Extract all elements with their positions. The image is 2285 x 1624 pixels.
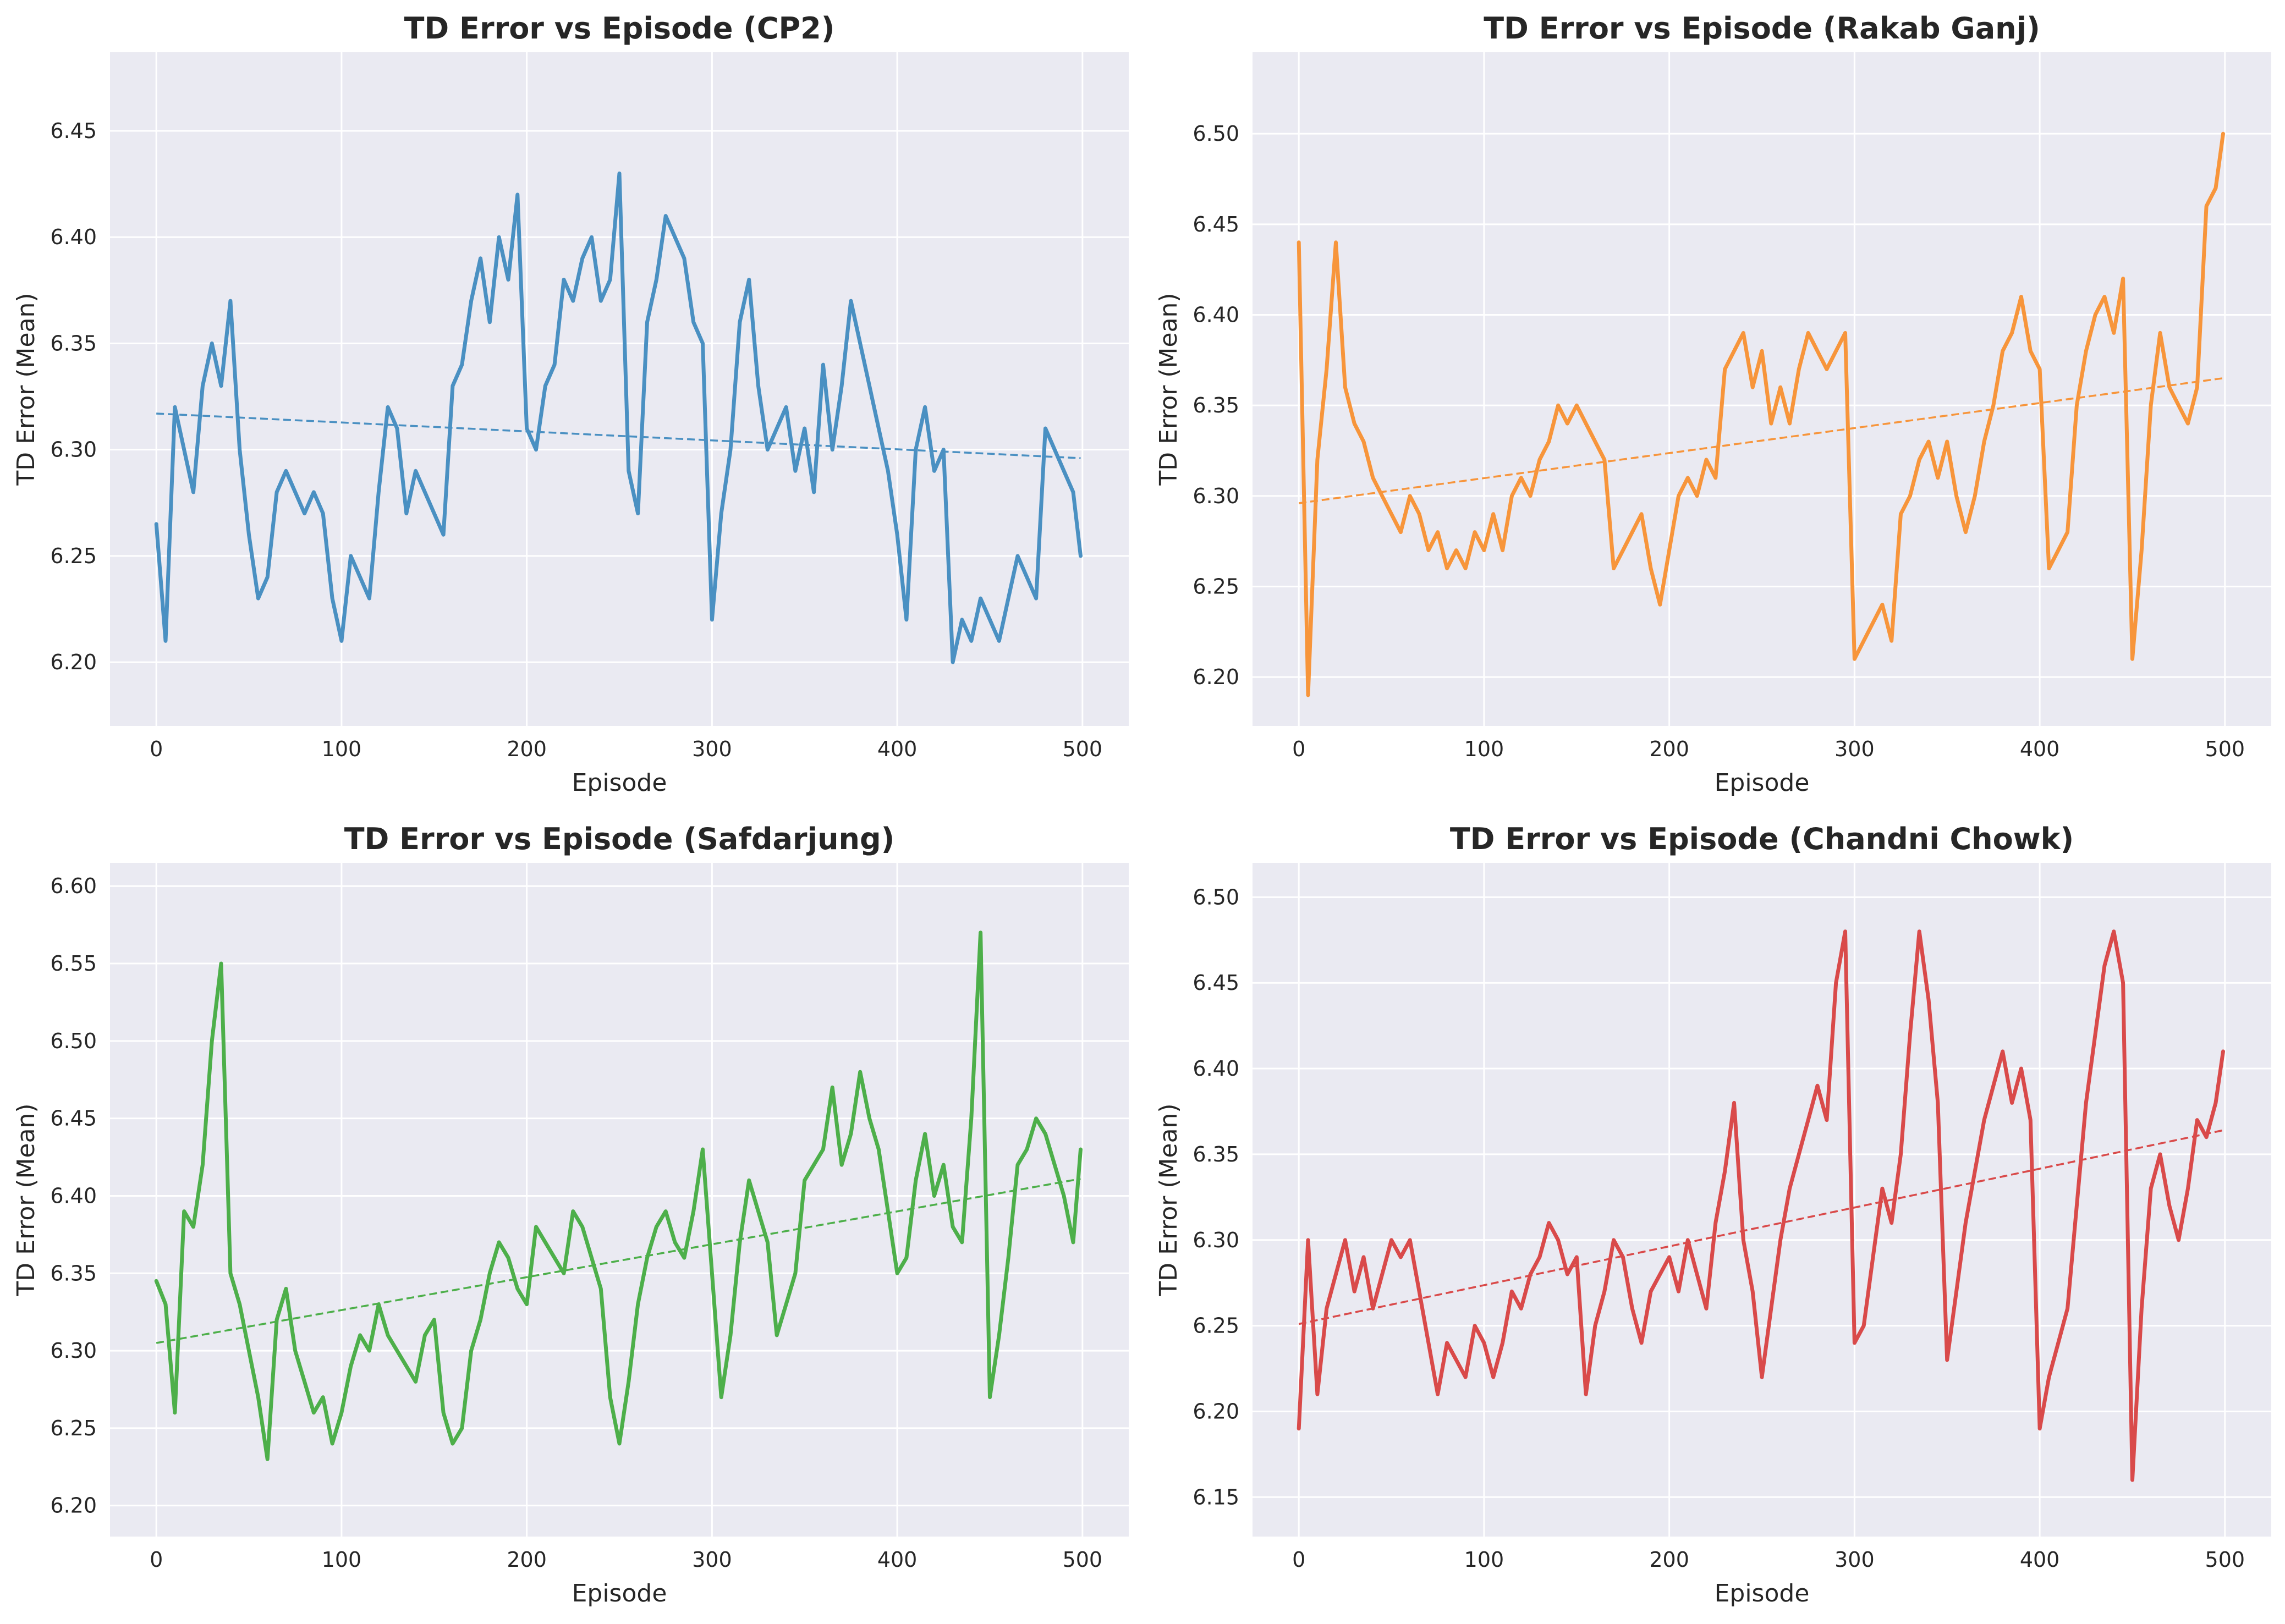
y-tick-label: 6.45: [1193, 212, 1239, 236]
y-tick-label: 6.35: [50, 331, 97, 355]
x-tick-label: 300: [692, 1548, 732, 1572]
y-tick-label: 6.30: [50, 1339, 97, 1363]
x-tick-label: 300: [1834, 1548, 1875, 1572]
y-tick-label: 6.25: [50, 544, 97, 568]
y-tick-label: 6.35: [1193, 393, 1239, 417]
x-tick-label: 0: [1292, 737, 1305, 761]
x-tick-label: 500: [1063, 737, 1103, 761]
x-tick-label: 500: [2205, 1548, 2245, 1572]
x-axis-label: Episode: [572, 1579, 667, 1608]
y-axis-label: TD Error (Mean): [1155, 293, 1183, 486]
series-line: [154, 931, 1083, 1461]
y-tick-label: 6.30: [1193, 484, 1239, 508]
y-tick-label: 6.45: [50, 1106, 97, 1131]
y-axis-label: TD Error (Mean): [12, 293, 40, 486]
subplot-cp2: 0 100 200 300 400 500 6.20 6.25 6.30 6.35 6.40 6.45…: [0, 0, 1142, 813]
x-tick-label: 500: [2205, 737, 2245, 761]
chart-title: TD Error vs Episode (Safdarjung): [344, 822, 895, 856]
y-tick-label: 6.55: [50, 951, 97, 976]
y-tick-label: 6.35: [50, 1261, 97, 1285]
x-tick-label: 400: [877, 737, 918, 761]
y-tick-label: 6.50: [1193, 122, 1239, 146]
y-tick-label: 6.20: [1193, 665, 1239, 689]
x-tick-label: 100: [322, 737, 362, 761]
trend-line: [1298, 377, 2223, 504]
y-tick-label: 6.20: [50, 1494, 97, 1518]
subplot-safdarjung: 0 100 200 300 400 500 6.20 6.25 6.30 6.35 6.40 6.45…: [0, 811, 1142, 1624]
y-tick-label: 6.50: [50, 1029, 97, 1053]
x-tick-label: 0: [150, 737, 163, 761]
x-tick-label: 400: [2020, 737, 2060, 761]
x-tick-label: 400: [877, 1548, 918, 1572]
x-axis-label: Episode: [1715, 769, 1810, 797]
series-line: [154, 171, 1083, 664]
chart-title: TD Error vs Episode (Chandni Chowk): [1450, 822, 2074, 856]
y-tick-label: 6.20: [1193, 1399, 1239, 1423]
x-tick-label: 200: [507, 1548, 547, 1572]
y-tick-label: 6.45: [50, 119, 97, 143]
x-tick-label: 100: [1464, 737, 1504, 761]
trend-line: [156, 1177, 1081, 1344]
plot-area: [110, 52, 1129, 726]
subplot-chandni-chowk: 0 100 200 300 400 500 6.15 6.20 6.25 6.30 6.35 6.40…: [1142, 811, 2285, 1624]
x-tick-label: 300: [1834, 737, 1875, 761]
subplot-rakab-ganj: 0 100 200 300 400 500 6.20 6.25 6.30 6.35 6.40 6.45…: [1142, 0, 2285, 813]
y-tick-label: 6.15: [1193, 1485, 1239, 1509]
y-tick-label: 6.40: [1193, 302, 1239, 327]
y-axis-label: TD Error (Mean): [1155, 1103, 1183, 1296]
y-tick-label: 6.30: [50, 438, 97, 462]
x-tick-label: 200: [507, 737, 547, 761]
chart-svg: 0 100 200 300 400 500 6.20 6.25 6.30 6.35 6.40 6.45…: [1155, 11, 2271, 797]
x-tick-label: 0: [1292, 1548, 1305, 1572]
x-tick-label: 200: [1649, 737, 1689, 761]
y-tick-label: 6.45: [1193, 971, 1239, 995]
chart-svg: 0 100 200 300 400 500 6.20 6.25 6.30 6.35 6.40 6.45…: [12, 11, 1129, 797]
trend-line: [156, 412, 1081, 459]
y-tick-label: 6.35: [1193, 1142, 1239, 1166]
chart-svg: 0 100 200 300 400 500 6.15 6.20 6.25 6.30 6.35 6.40…: [1155, 822, 2271, 1608]
y-tick-label: 6.40: [1193, 1056, 1239, 1081]
series-line: [1297, 929, 2225, 1482]
y-tick-label: 6.40: [50, 225, 97, 249]
x-axis-label: Episode: [1715, 1579, 1810, 1608]
x-tick-label: 500: [1063, 1548, 1103, 1572]
y-tick-label: 6.25: [1193, 574, 1239, 598]
x-axis-label: Episode: [572, 769, 667, 797]
y-tick-label: 6.40: [50, 1183, 97, 1208]
chart-title: TD Error vs Episode (Rakab Ganj): [1484, 11, 2040, 46]
y-tick-label: 6.25: [50, 1416, 97, 1440]
y-axis-label: TD Error (Mean): [12, 1103, 40, 1296]
x-tick-label: 300: [692, 737, 732, 761]
chart-title: TD Error vs Episode (CP2): [404, 11, 835, 46]
y-tick-label: 6.25: [1193, 1314, 1239, 1338]
x-tick-label: 0: [150, 1548, 163, 1572]
x-tick-label: 200: [1649, 1548, 1689, 1572]
x-tick-label: 100: [1464, 1548, 1504, 1572]
series-line: [1297, 131, 2225, 697]
y-tick-label: 6.50: [1193, 885, 1239, 909]
y-tick-label: 6.60: [50, 874, 97, 898]
x-tick-label: 100: [322, 1548, 362, 1572]
trend-line: [1298, 1129, 2223, 1325]
x-tick-label: 400: [2020, 1548, 2060, 1572]
y-tick-label: 6.20: [50, 650, 97, 674]
y-tick-label: 6.30: [1193, 1228, 1239, 1252]
chart-svg: 0 100 200 300 400 500 6.20 6.25 6.30 6.35 6.40 6.45…: [12, 822, 1129, 1608]
plot-area: [1253, 52, 2271, 726]
